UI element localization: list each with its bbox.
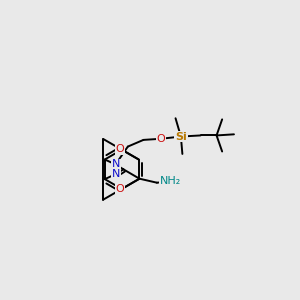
Text: Si: Si — [175, 132, 187, 142]
Text: NH₂: NH₂ — [160, 176, 181, 186]
Text: O: O — [157, 134, 165, 144]
Text: N: N — [112, 159, 120, 170]
Text: O: O — [116, 144, 124, 154]
Text: O: O — [116, 184, 124, 194]
Text: N: N — [112, 169, 120, 179]
